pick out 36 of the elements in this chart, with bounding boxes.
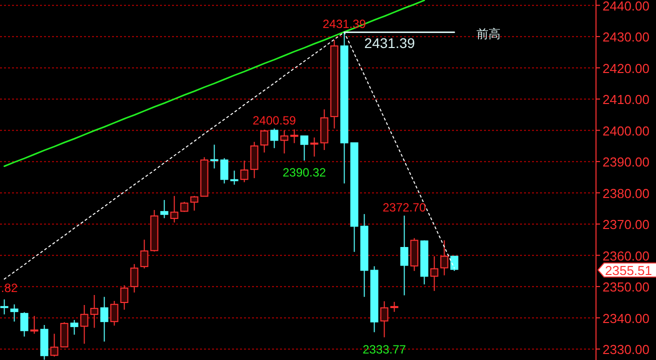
y-tick-label: 2370.00	[602, 217, 650, 232]
candlestick	[80, 304, 88, 344]
candlestick	[320, 108, 328, 150]
y-tick-label: 2360.00	[602, 248, 650, 264]
line-series	[4, 32, 455, 280]
y-tick-label: 2390.00	[602, 154, 650, 170]
candlestick	[210, 144, 218, 169]
y-tick-label: 2340.00	[602, 310, 650, 326]
candlestick	[360, 214, 368, 298]
y-tick-label: 2380.00	[602, 186, 650, 201]
y-tick-label: 2430.00	[602, 30, 650, 45]
y-tick-label: 2440.00	[602, 0, 650, 14]
y-tick-label: 2350.00	[602, 280, 650, 295]
annotation: 2390.32	[282, 166, 326, 180]
annotation: 2400.59	[252, 113, 296, 128]
y-tick-label: 2420.00	[602, 60, 650, 76]
annotation: .82	[1, 281, 18, 295]
line-series	[4, 0, 426, 167]
candlestick	[440, 240, 448, 276]
candlestick	[0, 298, 8, 315]
candlestick	[330, 40, 338, 129]
candlestick	[400, 215, 408, 296]
candlestick	[430, 256, 438, 292]
text: 2355.51	[605, 263, 652, 278]
annotation: 2372.70	[382, 200, 426, 215]
candlestick	[90, 294, 98, 328]
series-label: 前高	[476, 27, 500, 42]
y-tick-label: 2400.00	[602, 123, 650, 138]
data-label: 2431.39	[364, 35, 416, 52]
candlestick	[380, 300, 388, 338]
annotation: 2431.39	[322, 17, 366, 32]
y-tick-label: 2410.00	[602, 92, 650, 108]
candlestick	[340, 32, 348, 184]
annotation: 2333.77	[362, 342, 406, 356]
candlestick	[100, 296, 108, 342]
y-tick-label: 2330.00	[602, 342, 650, 358]
